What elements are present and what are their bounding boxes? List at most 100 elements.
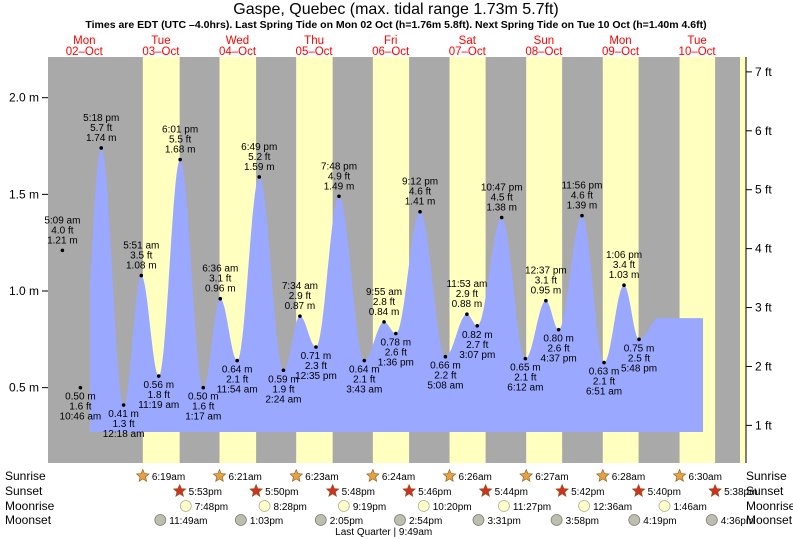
sunset-icon (631, 483, 646, 497)
high-tide-point (139, 273, 144, 278)
axes: 0.5 m 1.0 m 1.5 m 2.0 m 1 ft 2 ft 3 ft 4 ft 5 ft… (9, 57, 772, 463)
low-tide-label: 12:35 pm (295, 371, 337, 382)
moonset-time: 2:54pm (409, 516, 442, 527)
low-tide-label: 2.6 ft (547, 344, 569, 355)
high-tide-label: 1.74 m (86, 133, 117, 144)
left-tick-label: 2.0 m (9, 91, 39, 105)
high-tide-label: 4.6 ft (409, 187, 431, 198)
high-tide-point (580, 213, 584, 218)
moonset-time: 2:05pm (330, 516, 363, 527)
moonset-icon (550, 514, 563, 526)
high-tide-label: 10:47 pm (481, 183, 523, 194)
moonset-row-label-left: Moonset (5, 513, 52, 527)
sunset-time: 5:53pm (189, 487, 222, 498)
sunrise-time: 6:30am (689, 472, 722, 483)
low-tide-point (235, 358, 239, 363)
sunset-time: 5:48pm (342, 487, 375, 498)
high-tide-point (337, 194, 341, 199)
moonset-time: 1:03pm (250, 516, 283, 527)
low-tide-label: 1.3 ft (112, 419, 134, 430)
high-tide-label: 1.41 m (405, 197, 436, 208)
high-tide-label: 1.68 m (165, 145, 196, 156)
high-tide-point (257, 175, 262, 179)
low-tide-label: 0.64 m (349, 365, 380, 376)
moonrise-icon (417, 500, 430, 512)
day-header-date: 10–Oct (679, 46, 717, 58)
high-tide-point (99, 146, 104, 150)
day-header-weekday: Sun (534, 35, 554, 47)
high-tide-label: 6:01 pm (162, 125, 198, 136)
low-tide-label: 6:51 am (586, 387, 622, 398)
sunrise-time: 6:24am (382, 472, 415, 483)
sunrise-icon (135, 468, 150, 482)
high-tide-label: 1.39 m (567, 201, 598, 212)
sunrise-icon (442, 468, 457, 482)
high-tide-label: 5:09 am (44, 215, 80, 226)
high-tide-label: 6:36 am (202, 264, 238, 275)
moonrise-icon (258, 500, 271, 512)
moonrise-time: 11:27pm (513, 502, 551, 513)
moonrise-row-label-left: Moonrise (5, 499, 55, 513)
right-tick-label: 1 ft (755, 418, 772, 432)
right-tick-label: 4 ft (755, 242, 772, 256)
sunrise-icon (365, 468, 380, 482)
moonset-icon (154, 514, 167, 526)
sunrise-row-label-left: Sunrise (5, 469, 46, 483)
high-tide-label: 1.49 m (324, 181, 355, 192)
low-tide-point (281, 368, 286, 373)
low-tide-label: 1.8 ft (148, 390, 170, 401)
low-tide-point (475, 323, 480, 328)
low-tide-label: 2.6 ft (385, 348, 407, 359)
moonset-icon (705, 514, 718, 526)
low-tide-point (523, 356, 528, 361)
sunrise-icon (595, 468, 610, 482)
day-header-weekday: Mon (609, 35, 631, 47)
low-tide-label: 1.9 ft (272, 384, 294, 395)
low-tide-point (314, 345, 318, 349)
right-tick-label: 7 ft (755, 65, 772, 79)
low-tide-label: 2.2 ft (434, 371, 456, 382)
high-tide-label: 1.03 m (609, 270, 640, 281)
high-tide-label: 0.84 m (369, 307, 400, 318)
high-tide-point (178, 157, 182, 162)
low-tide-label: 0.82 m (462, 330, 493, 341)
high-tide-label: 1.08 m (126, 261, 157, 272)
low-tide-label: 3:07 pm (459, 350, 495, 361)
low-tide-label: 2:24 am (265, 394, 301, 405)
sunset-icon (172, 483, 187, 497)
sunset-icon (555, 483, 570, 497)
high-tide-point (298, 314, 302, 318)
low-tide-point (637, 337, 641, 342)
high-tide-label: 7:48 pm (321, 161, 357, 172)
moonrise-icon (179, 500, 192, 512)
low-tide-point (443, 354, 448, 359)
high-tide-point (499, 215, 504, 220)
high-tide-label: 2.9 ft (456, 289, 478, 300)
right-tick-label: 2 ft (755, 359, 772, 373)
high-tide-point (60, 248, 65, 253)
day-header-date: 02–Oct (66, 46, 104, 58)
low-tide-label: 0.56 m (143, 380, 174, 391)
sunrise-time: 6:19am (152, 472, 185, 483)
low-tide-label: 11:54 am (217, 385, 258, 396)
right-tick-label: 5 ft (755, 183, 772, 197)
sunset-time: 5:44pm (495, 487, 528, 498)
sunset-time: 5:38pm (724, 487, 757, 498)
high-tide-label: 5.7 ft (90, 123, 112, 134)
high-tide-point (382, 320, 386, 324)
high-tide-point (418, 209, 422, 214)
low-tide-label: 2.5 ft (628, 353, 650, 364)
sunset-row-label-left: Sunset (5, 484, 43, 498)
daylight-band (740, 57, 746, 463)
moonrise-time: 12:36am (593, 502, 632, 513)
high-tide-label: 1:06 pm (606, 250, 642, 261)
sunset-time: 5:40pm (648, 487, 681, 498)
moonrise-time: 10:20pm (433, 502, 472, 513)
sunset-time: 5:46pm (418, 487, 451, 498)
low-tide-label: 0.65 m (510, 363, 541, 374)
left-tick-label: 1.0 m (9, 284, 39, 298)
low-tide-label: 2.1 ft (226, 375, 248, 386)
sunrise-time: 6:26am (459, 472, 492, 483)
moonset-time: 4:19pm (643, 516, 676, 527)
